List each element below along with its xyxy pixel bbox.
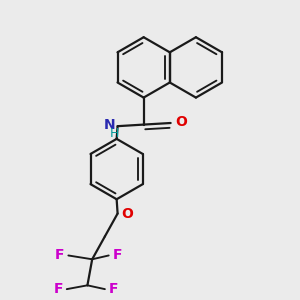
Text: O: O — [122, 208, 133, 221]
Text: O: O — [175, 116, 187, 129]
Text: F: F — [55, 248, 64, 262]
Text: H: H — [110, 127, 119, 140]
Text: N: N — [103, 118, 115, 132]
Text: F: F — [53, 283, 63, 296]
Text: F: F — [109, 283, 118, 296]
Text: F: F — [112, 248, 122, 262]
